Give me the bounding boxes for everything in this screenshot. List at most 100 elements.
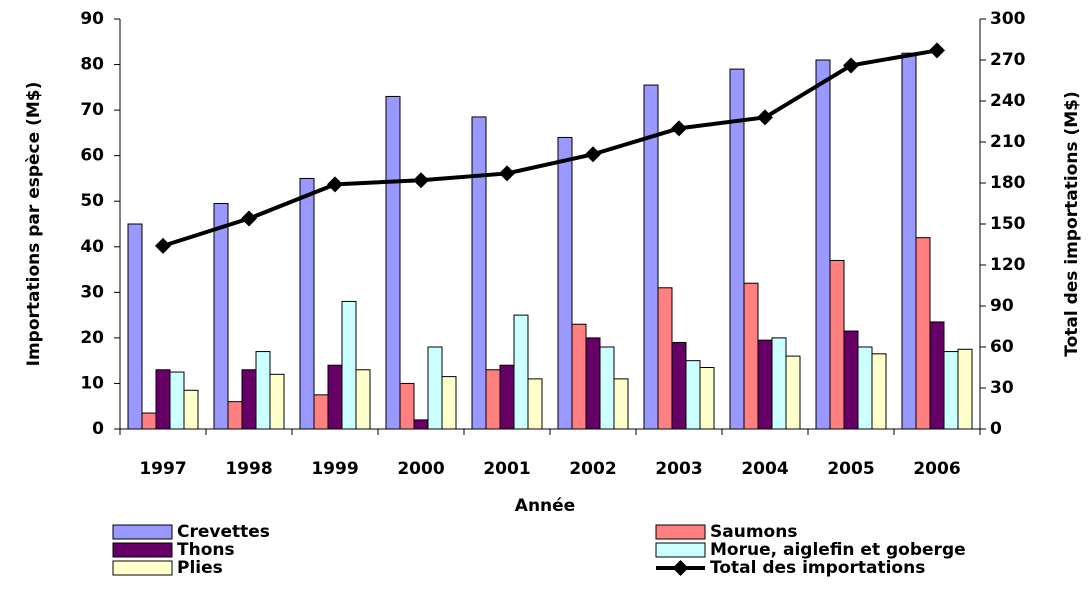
bar xyxy=(471,116,487,430)
legend-label: Morue, aiglefin et goberge xyxy=(710,540,966,560)
bar xyxy=(427,346,443,430)
bar xyxy=(241,369,257,430)
bar xyxy=(671,341,687,430)
y-tick-label: 90 xyxy=(80,9,104,29)
bar xyxy=(299,177,315,430)
x-axis-title: Année xyxy=(515,496,575,516)
bar xyxy=(815,59,831,430)
y-tick-label: 70 xyxy=(80,100,104,120)
bar xyxy=(599,346,615,430)
bar xyxy=(613,378,629,430)
y2-tick-label: 270 xyxy=(990,50,1026,70)
bar xyxy=(155,369,171,430)
line-marker xyxy=(155,237,171,254)
legend-swatch xyxy=(112,560,173,576)
bar xyxy=(757,339,773,430)
bar xyxy=(485,369,501,430)
legend-label: Thons xyxy=(177,540,235,560)
bar xyxy=(327,364,343,430)
bar xyxy=(141,412,157,430)
bar xyxy=(385,95,401,430)
bar xyxy=(169,371,185,430)
y-tick-label: 30 xyxy=(80,282,104,302)
x-tick-label: 2006 xyxy=(913,459,960,479)
y2-tick-label: 210 xyxy=(990,132,1026,152)
bar xyxy=(183,389,199,430)
legend-label: Saumons xyxy=(710,522,797,542)
x-tick-label: 2003 xyxy=(655,459,702,479)
legend-swatch xyxy=(112,542,173,558)
y-tick-label: 20 xyxy=(80,328,104,348)
bar xyxy=(657,287,673,430)
y-tick-label: 10 xyxy=(80,373,104,393)
bar xyxy=(771,337,787,430)
line-marker xyxy=(327,176,343,193)
bar xyxy=(513,314,529,430)
legend-label: Total des importations xyxy=(710,558,925,578)
line-marker xyxy=(671,120,687,137)
bar xyxy=(399,382,415,430)
bar xyxy=(341,300,357,430)
x-tick-label: 1998 xyxy=(225,459,272,479)
x-tick-label: 2005 xyxy=(827,459,874,479)
y2-tick-label: 0 xyxy=(990,419,1002,439)
bar xyxy=(313,394,329,430)
y-axis-title: Importations par espèce (M$) xyxy=(24,82,44,367)
bar xyxy=(527,378,543,430)
y2-tick-label: 240 xyxy=(990,91,1026,111)
bar xyxy=(843,330,859,430)
y2-tick-label: 120 xyxy=(990,255,1026,275)
line-marker xyxy=(929,42,945,59)
bar xyxy=(355,369,371,430)
line-marker xyxy=(413,172,429,189)
x-tick-label: 2001 xyxy=(483,459,530,479)
bar xyxy=(413,419,429,430)
bar xyxy=(943,351,959,430)
bar xyxy=(585,337,601,430)
y-tick-label: 0 xyxy=(92,419,104,439)
x-tick-label: 1997 xyxy=(139,459,186,479)
bar xyxy=(557,136,573,430)
y-tick-label: 60 xyxy=(80,146,104,166)
y2-tick-label: 60 xyxy=(990,337,1014,357)
x-tick-label: 1999 xyxy=(311,459,358,479)
bar xyxy=(857,346,873,430)
legend-label: Crevettes xyxy=(177,522,270,542)
legend-swatch xyxy=(655,542,706,558)
bar xyxy=(915,237,931,430)
line-marker xyxy=(585,146,601,163)
bar xyxy=(227,401,243,430)
legend-label: Plies xyxy=(177,558,223,578)
y2-tick-label: 30 xyxy=(990,378,1014,398)
line-marker xyxy=(241,210,257,227)
bar xyxy=(829,259,845,430)
bar xyxy=(901,52,917,430)
legend-marker xyxy=(672,560,689,576)
total-line xyxy=(162,48,938,248)
bar xyxy=(929,321,945,430)
x-tick-label: 2002 xyxy=(569,459,616,479)
bar xyxy=(785,355,801,430)
legend-swatch xyxy=(112,524,173,540)
y2-tick-label: 300 xyxy=(990,9,1026,29)
y-tick-label: 80 xyxy=(80,55,104,75)
y2-tick-label: 150 xyxy=(990,214,1026,234)
bar xyxy=(699,367,715,430)
bar xyxy=(957,348,973,430)
bar xyxy=(871,353,887,430)
bar xyxy=(685,360,701,430)
bar xyxy=(255,351,271,430)
bar xyxy=(269,373,285,430)
bar xyxy=(127,223,143,430)
y-tick-label: 40 xyxy=(80,237,104,257)
bar xyxy=(743,282,759,430)
bar xyxy=(499,364,515,430)
y-tick-label: 50 xyxy=(80,191,104,211)
bar xyxy=(213,203,229,430)
line-marker xyxy=(757,109,773,126)
bar xyxy=(571,323,587,430)
y2-tick-label: 180 xyxy=(990,173,1026,193)
bar xyxy=(441,376,457,430)
y2-axis-title: Total des importations (M$) xyxy=(1062,91,1082,357)
